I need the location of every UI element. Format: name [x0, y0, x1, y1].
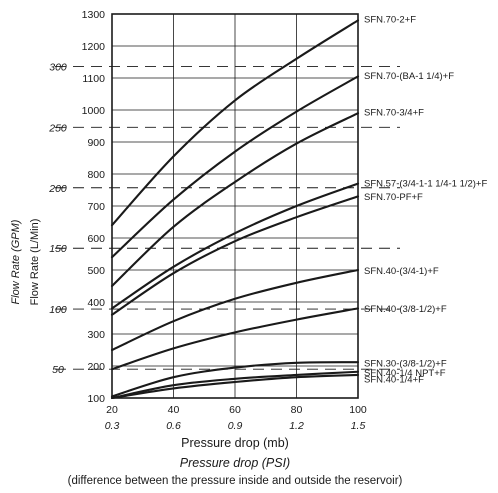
- gpm-tick-label: 50: [52, 364, 64, 376]
- y-axis-title-lmin: Flow Rate (L/Min): [29, 219, 41, 306]
- y-tick-label: 500: [87, 265, 105, 277]
- series-label: SFN.70-(BA-1 1/4)+F: [364, 71, 454, 82]
- gpm-tick-label: 100: [49, 304, 67, 316]
- y-tick-label: 300: [87, 329, 105, 341]
- gpm-reference-lines: [55, 66, 400, 370]
- y-tick-labels: 100 200 300 400 500 600 700 800 900 1000 1100 1200 1…: [82, 9, 106, 405]
- x-tick-label-psi: 0.6: [166, 420, 181, 432]
- y-axis-title-gpm: Flow Rate (GPM): [10, 219, 22, 304]
- y-tick-label: 800: [87, 169, 105, 181]
- series-line: [110, 19, 360, 227]
- series-line: [110, 373, 360, 400]
- series-label: SFN.40-1/4+F: [364, 374, 424, 385]
- y-tick-label: 1200: [82, 41, 106, 53]
- series-label: SFN.70-2+F: [364, 14, 416, 25]
- series-label: SFN.40-1/4 NPT+F: [364, 368, 446, 379]
- x-tick-label: 60: [229, 404, 241, 416]
- x-tick-labels: 20 40 60 80 100: [106, 404, 367, 416]
- plot-frame: [111, 13, 359, 399]
- series-lines: [110, 19, 360, 400]
- y-tick-label: 200: [87, 361, 105, 373]
- x-tick-label-psi: 0.3: [105, 420, 120, 432]
- series-label: SFN.70-PF+F: [364, 192, 423, 203]
- y-tick-label: 900: [87, 137, 105, 149]
- x-tick-label: 20: [106, 404, 118, 416]
- y-tick-label: 700: [87, 201, 105, 213]
- series-line: [110, 75, 360, 259]
- series-line: [110, 361, 360, 398]
- series-line: [110, 370, 360, 400]
- x-tick-label: 40: [168, 404, 180, 416]
- series-label: SFN.70-3/4+F: [364, 108, 424, 119]
- x-tick-labels-psi: 0.3 0.6 0.9 1.2 1.5: [105, 420, 366, 432]
- x-tick-label-psi: 0.9: [228, 420, 243, 432]
- grid: [111, 13, 359, 399]
- y-tick-label: 600: [87, 233, 105, 245]
- series-line: [110, 112, 360, 288]
- y-tick-label: 400: [87, 297, 105, 309]
- x-tick-label-psi: 1.2: [289, 420, 304, 432]
- series-labels: SFN.70-2+F SFN.70-(BA-1 1/4)+F SFN.70-3/4+…: [364, 14, 487, 385]
- series-line: [110, 268, 360, 352]
- series-line: [110, 195, 360, 316]
- series-line: [110, 182, 360, 310]
- y-tick-label: 1100: [82, 73, 105, 85]
- footnote: (difference between the pressure inside …: [68, 475, 403, 487]
- y-tick-label: 100: [87, 393, 105, 405]
- x-tick-label-psi: 1.5: [351, 420, 366, 432]
- gpm-tick-label: 300: [49, 61, 67, 73]
- series-label: SFN.40-(3/4-1)+F: [364, 266, 439, 277]
- series-label: SFN.57-(3/4-1-1 1/4-1 1/2)+F: [364, 178, 487, 189]
- series-line: [110, 307, 360, 371]
- gpm-tick-label: 150: [49, 243, 67, 255]
- x-tick-label: 100: [349, 404, 367, 416]
- series-label: SFN.40-(3/8-1/2)+F: [364, 304, 447, 315]
- gpm-tick-label: 200: [48, 183, 67, 195]
- gpm-tick-labels: 50 100 150 200 250 300: [48, 61, 67, 376]
- y-tick-label: 1000: [82, 105, 106, 117]
- series-label: SFN.30-(3/8-1/2)+F: [364, 358, 447, 369]
- y-tick-label: 1300: [82, 9, 106, 21]
- gpm-tick-label: 250: [48, 122, 67, 134]
- x-axis-title-psi: Pressure drop (PSI): [180, 456, 290, 470]
- x-axis-title: Pressure drop (mb): [181, 436, 289, 450]
- x-tick-label: 80: [291, 404, 303, 416]
